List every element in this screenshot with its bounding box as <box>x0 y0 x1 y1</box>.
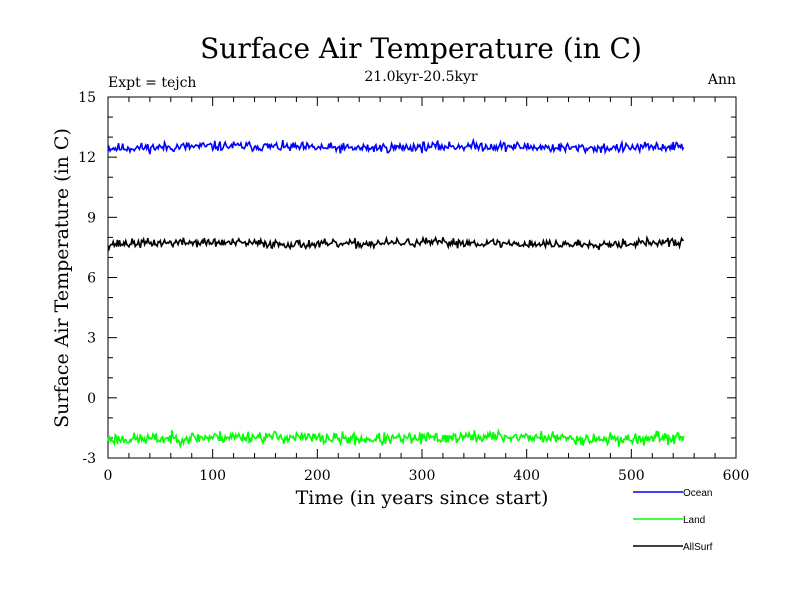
series-line-ocean <box>107 137 685 156</box>
x-tick-label: 100 <box>199 468 226 484</box>
season-label: Ann <box>707 72 736 88</box>
series-lines <box>107 137 685 450</box>
y-tick-labels: -3 0 3 6 9 12 15 <box>78 90 96 467</box>
y-tick-label: -3 <box>82 451 96 467</box>
x-tick-label: 500 <box>618 468 645 484</box>
y-tick-label: 3 <box>87 331 96 347</box>
x-tick-labels: 0 100 200 300 400 500 600 <box>104 468 750 484</box>
x-tick-label: 200 <box>304 468 331 484</box>
x-tick-label: 400 <box>513 468 540 484</box>
y-tick-label: 15 <box>78 90 96 106</box>
y-axis-label: Surface Air Temperature (in C) <box>51 128 73 428</box>
y-tick-label: 12 <box>78 150 96 166</box>
y-tick-label: 6 <box>87 271 96 287</box>
chart-subtitle: 21.0kyr-20.5kyr <box>364 69 478 85</box>
chart-title: Surface Air Temperature (in C) <box>200 32 642 65</box>
x-tick-label: 600 <box>723 468 750 484</box>
legend: Ocean Land AllSurf <box>633 488 713 553</box>
series-line-land <box>107 427 685 450</box>
x-tick-label: 0 <box>104 468 113 484</box>
x-axis-label: Time (in years since start) <box>296 487 549 509</box>
y-tick-label: 0 <box>87 391 96 407</box>
legend-label-allsurf: AllSurf <box>683 542 713 553</box>
series-line-allsurf <box>107 235 684 252</box>
experiment-label: Expt = tejch <box>108 75 196 91</box>
y-tick-label: 9 <box>87 210 96 226</box>
legend-label-land: Land <box>683 515 705 526</box>
axis-ticks <box>107 96 737 459</box>
legend-label-ocean: Ocean <box>683 488 712 499</box>
x-tick-label: 300 <box>409 468 436 484</box>
